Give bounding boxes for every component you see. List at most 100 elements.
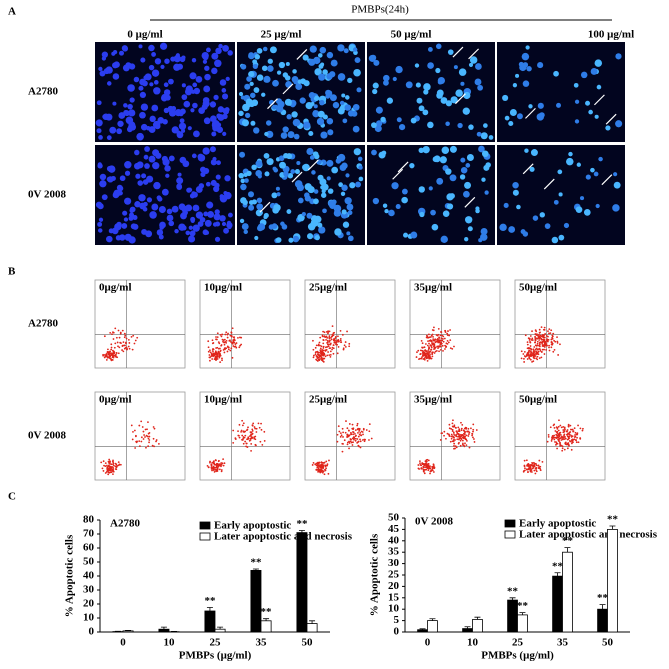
event-dot: [427, 353, 429, 356]
y-tick-label: 80: [83, 514, 95, 526]
event-dot: [240, 430, 242, 433]
event-dot: [360, 434, 362, 437]
nucleus: [158, 206, 166, 214]
event-dot: [112, 352, 114, 355]
nucleus: [297, 79, 303, 84]
event-dot: [107, 348, 109, 351]
event-dot: [541, 340, 544, 343]
event-dot: [471, 432, 474, 435]
event-dot: [323, 353, 326, 356]
event-dot: [548, 346, 550, 349]
nucleus: [161, 94, 168, 102]
y-tick-label: 0: [394, 626, 400, 638]
nucleus: [435, 43, 442, 50]
event-dot: [434, 350, 437, 353]
error-bar: [554, 572, 561, 577]
event-dot: [136, 336, 139, 339]
nucleus: [398, 123, 406, 131]
event-dot: [471, 434, 473, 437]
event-dot: [556, 442, 559, 445]
event-dot: [551, 435, 554, 437]
event-dot: [103, 464, 105, 467]
nucleus: [111, 227, 119, 235]
event-dot: [348, 447, 350, 450]
nucleus: [105, 66, 113, 74]
nucleus: [322, 208, 327, 214]
event-dot: [147, 437, 150, 440]
event-dot: [574, 431, 577, 434]
event-dot: [425, 355, 427, 358]
y-tick-label: 45: [388, 523, 400, 535]
event-dot: [453, 436, 455, 439]
event-dot: [361, 431, 364, 433]
event-dot: [455, 434, 458, 436]
x-tick-label: 35: [256, 637, 268, 649]
event-dot: [540, 351, 543, 353]
nucleus: [375, 106, 383, 114]
event-dot: [237, 336, 239, 339]
event-dot: [561, 449, 564, 452]
event-dot: [538, 339, 541, 341]
event-dot: [323, 473, 326, 476]
nucleus: [195, 75, 203, 83]
event-dot: [472, 428, 475, 431]
nucleus: [213, 185, 220, 193]
event-dot: [351, 444, 354, 446]
event-dot: [533, 357, 536, 360]
event-dot: [553, 339, 555, 342]
significance: **: [261, 606, 273, 618]
event-dot: [358, 428, 361, 431]
event-dot: [322, 330, 325, 333]
event-dot: [315, 469, 318, 471]
y-tick-label: 40: [83, 570, 95, 582]
event-dot: [325, 348, 328, 351]
nucleus: [287, 131, 295, 139]
nucleus: [427, 47, 433, 52]
nucleus: [223, 227, 229, 234]
nucleus: [558, 192, 563, 197]
nucleus: [382, 203, 388, 208]
event-dot: [112, 460, 114, 463]
event-dot: [315, 355, 318, 357]
nucleus: [106, 81, 112, 86]
nucleus: [278, 61, 286, 69]
event-dot: [350, 431, 352, 434]
nucleus: [219, 79, 227, 86]
event-dot: [526, 465, 528, 467]
event-dot: [255, 431, 258, 433]
event-dot: [549, 426, 552, 429]
nucleus: [212, 156, 217, 162]
event-dot: [417, 464, 420, 466]
nucleus: [288, 237, 294, 243]
event-dot: [114, 327, 117, 330]
nucleus: [331, 166, 339, 174]
nucleus: [286, 209, 292, 214]
event-dot: [122, 350, 125, 353]
nucleus: [521, 52, 530, 61]
event-dot: [439, 345, 442, 348]
event-dot: [317, 343, 320, 346]
nucleus: [427, 121, 434, 129]
nucleus: [180, 212, 187, 220]
event-dot: [551, 436, 554, 439]
nucleus: [174, 228, 179, 234]
event-dot: [321, 461, 324, 464]
event-dot: [312, 356, 315, 359]
event-dot: [527, 351, 530, 354]
event-dot: [212, 469, 215, 471]
nucleus: [395, 65, 403, 74]
nucleus: [537, 102, 544, 109]
y-tick-label: 25: [388, 569, 400, 581]
nucleus: [146, 197, 153, 203]
event-dot: [468, 446, 471, 449]
nucleus: [339, 100, 345, 106]
nucleus: [299, 97, 306, 104]
nucleus: [128, 123, 136, 131]
event-dot: [466, 430, 468, 433]
event-dot: [242, 422, 245, 425]
event-dot: [215, 459, 217, 462]
nucleus: [256, 48, 263, 54]
event-dot: [101, 467, 104, 470]
nucleus: [193, 87, 201, 95]
event-dot: [554, 441, 556, 443]
